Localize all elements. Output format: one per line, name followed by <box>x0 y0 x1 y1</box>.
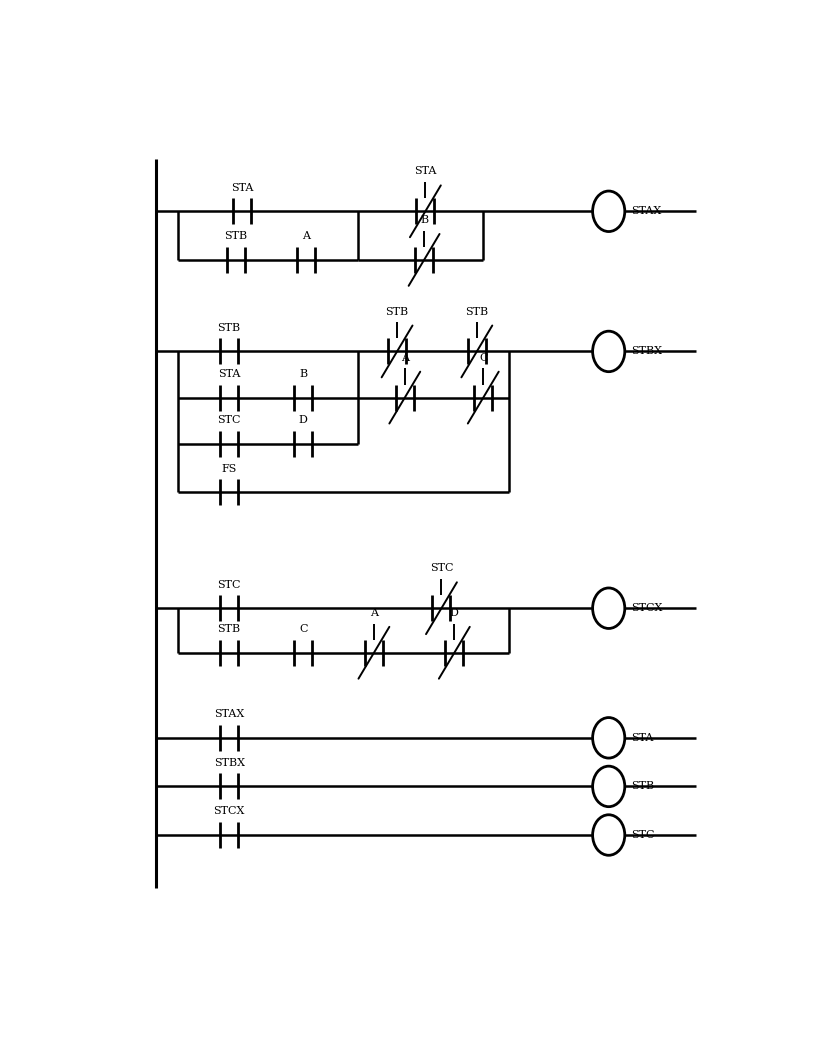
Text: STB: STB <box>224 231 247 241</box>
Text: STA: STA <box>218 369 241 379</box>
Text: STB: STB <box>385 306 408 317</box>
Text: STB: STB <box>217 323 241 332</box>
Text: STA: STA <box>231 183 253 193</box>
Text: STB: STB <box>466 306 488 317</box>
Text: B: B <box>420 215 428 225</box>
Text: A: A <box>302 231 310 241</box>
Text: STA: STA <box>414 166 437 177</box>
Text: D: D <box>450 608 459 618</box>
Text: STCX: STCX <box>213 807 245 816</box>
Text: STA: STA <box>632 733 653 743</box>
Text: STCX: STCX <box>632 603 662 613</box>
Text: A: A <box>401 352 409 363</box>
Text: STB: STB <box>632 782 654 791</box>
Text: STBX: STBX <box>632 346 662 357</box>
Text: STC: STC <box>217 416 241 425</box>
Text: A: A <box>370 608 378 618</box>
Text: STBX: STBX <box>213 757 245 768</box>
Text: FS: FS <box>222 464 237 473</box>
Text: STAX: STAX <box>214 709 244 720</box>
Text: STC: STC <box>632 830 655 841</box>
Text: STC: STC <box>217 580 241 589</box>
Text: B: B <box>299 369 307 379</box>
Text: D: D <box>299 416 308 425</box>
Text: STAX: STAX <box>632 206 662 217</box>
Text: STB: STB <box>217 624 241 634</box>
Text: C: C <box>299 624 307 634</box>
Text: STC: STC <box>430 564 453 573</box>
Text: C: C <box>479 352 487 363</box>
